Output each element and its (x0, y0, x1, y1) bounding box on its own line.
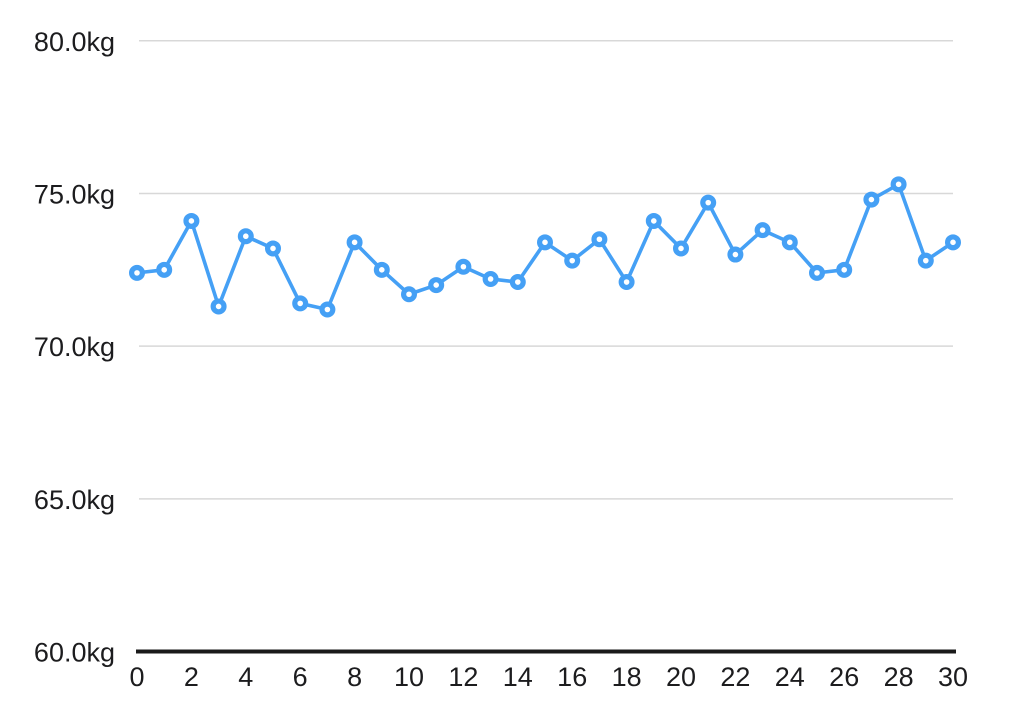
data-point-marker (455, 258, 472, 275)
y-tick-label: 65.0kg (34, 485, 115, 515)
x-tick-label: 30 (938, 662, 968, 692)
x-tick-label: 22 (720, 662, 750, 692)
x-tick-label: 8 (347, 662, 362, 692)
data-point-marker (482, 270, 499, 287)
x-tick-label: 24 (775, 662, 805, 692)
x-tick-label: 16 (557, 662, 587, 692)
data-point-marker (700, 194, 717, 211)
data-point-marker (564, 252, 581, 269)
data-point-marker (863, 191, 880, 208)
data-point-marker (754, 222, 771, 239)
x-tick-label: 6 (293, 662, 308, 692)
data-point-marker (781, 234, 798, 251)
x-tick-label: 26 (829, 662, 859, 692)
data-point-marker (727, 246, 744, 263)
x-tick-label: 2 (184, 662, 199, 692)
data-point-marker (292, 295, 309, 312)
data-point-marker (890, 176, 907, 193)
x-tick-label: 28 (884, 662, 914, 692)
data-point-marker (645, 212, 662, 229)
x-tick-label: 18 (612, 662, 642, 692)
data-point-marker (319, 301, 336, 318)
data-point-marker (509, 274, 526, 291)
data-point-marker (944, 234, 961, 251)
x-tick-label: 14 (503, 662, 533, 692)
data-point-marker (917, 252, 934, 269)
data-point-marker (183, 212, 200, 229)
data-point-marker (591, 231, 608, 248)
data-point-marker (672, 240, 689, 257)
x-tick-label: 10 (394, 662, 424, 692)
data-point-marker (428, 277, 445, 294)
x-tick-label: 4 (238, 662, 253, 692)
y-tick-label: 80.0kg (34, 27, 115, 57)
data-point-marker (401, 286, 418, 303)
x-tick-label: 0 (129, 662, 144, 692)
y-tick-label: 70.0kg (34, 332, 115, 362)
data-point-marker (210, 298, 227, 315)
data-point-marker (618, 274, 635, 291)
data-point-marker (808, 264, 825, 281)
data-point-marker (346, 234, 363, 251)
data-point-marker (129, 264, 146, 281)
data-point-marker (265, 240, 282, 257)
x-tick-label: 12 (448, 662, 478, 692)
data-point-marker (536, 234, 553, 251)
data-point-marker (156, 261, 173, 278)
data-point-marker (836, 261, 853, 278)
data-point-marker (373, 261, 390, 278)
y-tick-label: 75.0kg (34, 179, 115, 209)
x-tick-label: 20 (666, 662, 696, 692)
data-point-marker (237, 228, 254, 245)
y-tick-label: 60.0kg (34, 638, 115, 668)
